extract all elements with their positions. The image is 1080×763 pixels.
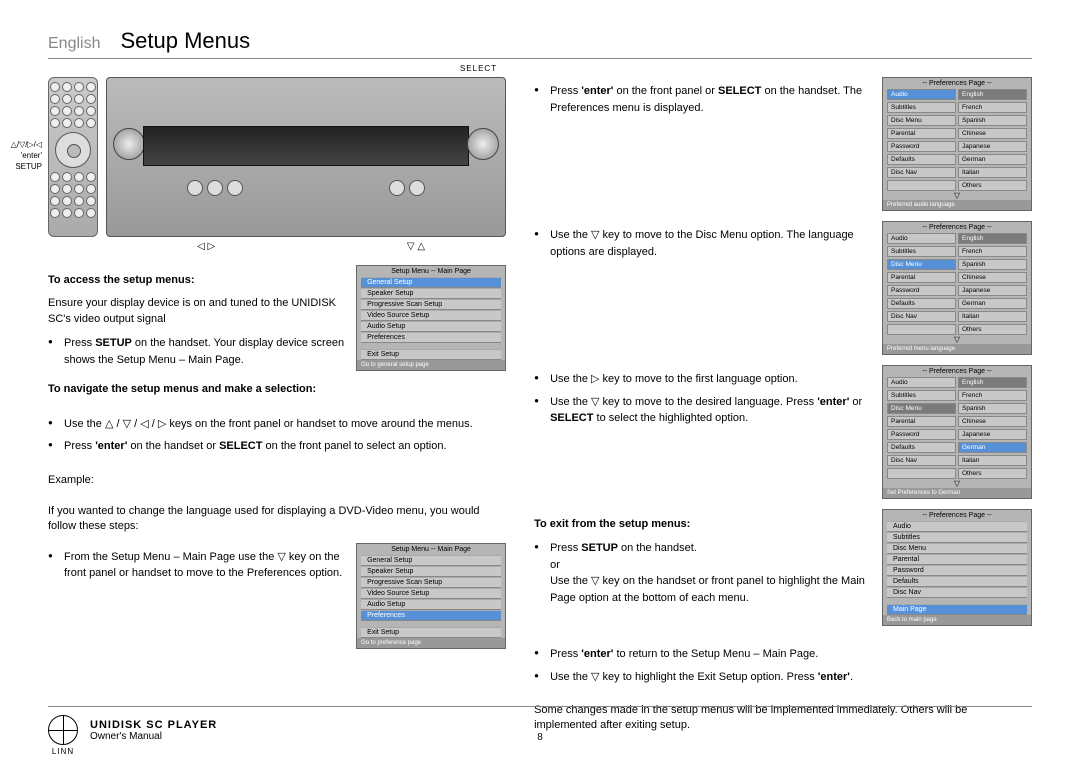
product-name: UNIDISK SC PLAYER — [90, 719, 217, 731]
osd-pref-2: -- Preferences Page -- AudioEnglish Subt… — [882, 221, 1032, 355]
remote-drawing — [48, 77, 98, 237]
osd-main-2: Setup Menu -- Main Page General Setup Sp… — [356, 543, 506, 649]
osd-pref-4: -- Preferences Page -- Audio Subtitles D… — [882, 509, 1032, 626]
heading-navigate: To navigate the setup menus and make a s… — [48, 382, 506, 397]
remote-key-labels: △/▽/▷/◁ 'enter' SETUP — [0, 139, 42, 173]
text-ensure: Ensure your display device is on and tun… — [48, 296, 346, 327]
bullet-setup: Press SETUP on the handset. Your display… — [48, 335, 346, 368]
example-label: Example: — [48, 473, 506, 488]
r-bullet-2: Use the ▽ key to move to the Disc Menu o… — [534, 227, 872, 260]
r-bullet-3: Use the ▷ key to move to the first langu… — [534, 371, 872, 388]
heading-exit: To exit from the setup menus: — [534, 517, 872, 532]
example-text: If you wanted to change the language use… — [48, 504, 506, 535]
page-header: English Setup Menus — [48, 28, 1032, 59]
brand-logo: LINN — [48, 715, 78, 745]
r-bullet-6: Press 'enter' to return to the Setup Men… — [534, 646, 1032, 663]
r-bullet-7: Use the ▽ key to highlight the Exit Setu… — [534, 669, 1032, 686]
osd-pref-3: -- Preferences Page -- AudioEnglish Subt… — [882, 365, 1032, 499]
bullet-arrows: Use the △ / ▽ / ◁ / ▷ keys on the front … — [48, 416, 506, 433]
r-bullet-1: Press 'enter' on the front panel or SELE… — [534, 83, 872, 116]
device-illustration: △/▽/▷/◁ 'enter' SETUP SELECT — [48, 77, 506, 237]
osd-pref-1: -- Preferences Page -- AudioEnglish Subt… — [882, 77, 1032, 211]
player-unit-drawing: SELECT ◁ ▷ ▽ △ — [106, 77, 506, 237]
osd-main-1: Setup Menu -- Main Page General Setup Sp… — [356, 265, 506, 371]
r-bullet-4: Use the ▽ key to move to the desired lan… — [534, 394, 872, 427]
page-number: 8 — [537, 732, 543, 743]
heading-access: To access the setup menus: — [48, 273, 346, 288]
language-label: English — [48, 35, 100, 53]
manual-label: Owner's Manual — [90, 731, 217, 742]
select-label: SELECT — [460, 64, 497, 73]
bullet-enter: Press 'enter' on the handset or SELECT o… — [48, 438, 506, 455]
bullet-from-main: From the Setup Menu – Main Page use the … — [48, 549, 346, 582]
page-title: Setup Menus — [120, 28, 250, 54]
r-bullet-5a: Press SETUP on the handset. or Use the ▽… — [534, 540, 872, 606]
